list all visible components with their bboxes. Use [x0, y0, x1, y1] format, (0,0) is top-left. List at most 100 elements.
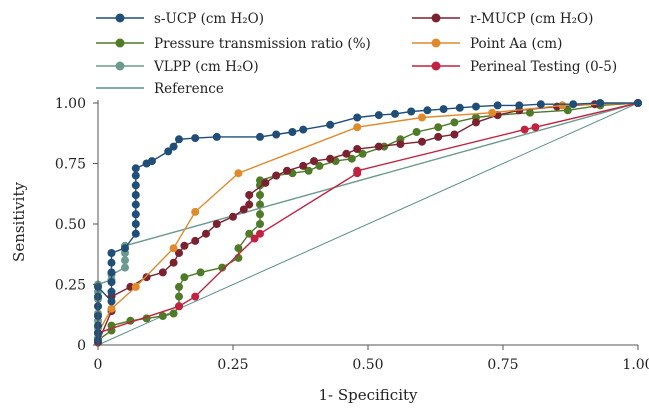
data-point [131, 191, 140, 199]
data-point [563, 106, 572, 115]
data-point [256, 210, 264, 219]
data-point [347, 154, 356, 163]
x-tick-label: 0 [94, 357, 103, 373]
data-point [256, 229, 264, 238]
data-point [596, 99, 605, 107]
y-tick-label: 0 [77, 338, 86, 354]
data-point [283, 166, 291, 175]
data-point [256, 191, 264, 199]
series-line [97, 102, 639, 341]
data-point [353, 113, 362, 122]
axes: 0 0.25 0.50 0.75 1.00 0 0.25 0.50 0.75 1.00 [55, 96, 649, 373]
data-point [245, 200, 254, 209]
data-point [175, 302, 183, 311]
legend-label: Reference [154, 81, 224, 97]
plot-area [94, 99, 642, 347]
data-point [175, 282, 183, 291]
data-point [272, 171, 281, 180]
data-point [439, 105, 448, 114]
data-point [526, 108, 534, 117]
data-point [121, 256, 129, 265]
data-point [353, 123, 362, 132]
data-point [191, 134, 200, 143]
data-point [634, 99, 642, 107]
data-point [299, 161, 308, 170]
data-point [191, 236, 200, 245]
data-point [515, 101, 524, 110]
data-point [374, 142, 383, 151]
legend-item: Reference [96, 81, 224, 97]
y-tick-label: 0.75 [55, 157, 86, 173]
data-point [131, 229, 140, 238]
y-tick-label: 0.25 [55, 278, 86, 294]
data-point [391, 109, 399, 118]
data-point [256, 220, 264, 228]
y-tick-label: 0.50 [55, 217, 86, 233]
data-point [450, 118, 459, 127]
series-reference [97, 102, 639, 346]
data-point [423, 106, 432, 115]
data-point [121, 244, 129, 253]
data-point [180, 273, 189, 282]
legend-swatch-marker [115, 13, 125, 23]
data-point [288, 128, 297, 136]
data-point [342, 149, 351, 158]
legend-label: r-MUCP (cm H₂O) [470, 11, 593, 27]
x-tick-label: 1.00 [622, 357, 649, 373]
data-point [239, 205, 248, 214]
data-point [107, 268, 116, 277]
data-point [493, 101, 502, 110]
data-point [131, 200, 140, 209]
data-point [148, 157, 156, 166]
data-point [107, 258, 116, 267]
data-point [131, 181, 140, 190]
data-point [434, 132, 443, 141]
legend-item: VLPP (cm H₂O) [96, 59, 259, 75]
x-axis-title: 1- Specificity [318, 386, 418, 404]
data-point [196, 268, 205, 277]
data-point [353, 145, 362, 153]
data-point [175, 135, 183, 144]
data-point [169, 142, 178, 151]
series-point-aa-cm [94, 99, 642, 337]
data-point [272, 130, 281, 139]
data-point [107, 304, 116, 313]
data-point [531, 123, 540, 132]
y-tick-label: 1.00 [55, 96, 86, 112]
data-point [536, 100, 545, 109]
legend-label: Point Aa (cm) [470, 36, 562, 52]
legend-label: Pressure transmission ratio (%) [154, 36, 371, 52]
legend-swatch-marker [431, 38, 441, 48]
x-tick-label: 0.50 [352, 357, 383, 373]
data-point [158, 268, 167, 277]
data-point [131, 164, 140, 173]
data-point [107, 287, 116, 296]
data-point [142, 273, 151, 282]
data-point [353, 166, 362, 175]
legend-label: s-UCP (cm H₂O) [154, 11, 264, 27]
data-point [158, 312, 167, 320]
data-point [374, 111, 383, 120]
data-point [169, 309, 178, 318]
data-point [472, 102, 480, 111]
data-point [175, 249, 183, 257]
data-point [304, 166, 313, 175]
legend: s-UCP (cm H₂O) Pressure transmission rati… [96, 11, 617, 97]
data-point [245, 229, 254, 238]
data-point [434, 123, 443, 132]
data-point [169, 258, 178, 267]
data-point [256, 200, 264, 209]
data-point [131, 220, 140, 228]
data-point [191, 207, 200, 216]
data-point [488, 108, 497, 117]
series-line [97, 102, 639, 346]
legend-label: Perineal Testing (0-5) [470, 59, 617, 75]
data-point [212, 220, 221, 228]
data-point [169, 244, 178, 253]
data-point [121, 263, 129, 272]
x-tick-label: 0.25 [217, 357, 248, 373]
data-point [261, 178, 270, 187]
data-point [418, 137, 426, 146]
data-point [472, 118, 480, 127]
data-point [558, 101, 567, 110]
